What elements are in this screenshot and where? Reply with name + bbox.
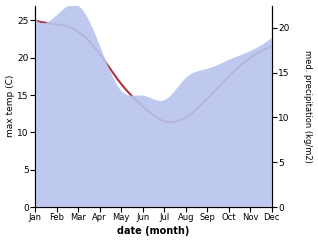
X-axis label: date (month): date (month)	[117, 227, 190, 236]
Y-axis label: med. precipitation (kg/m2): med. precipitation (kg/m2)	[303, 50, 313, 163]
Y-axis label: max temp (C): max temp (C)	[5, 75, 15, 137]
